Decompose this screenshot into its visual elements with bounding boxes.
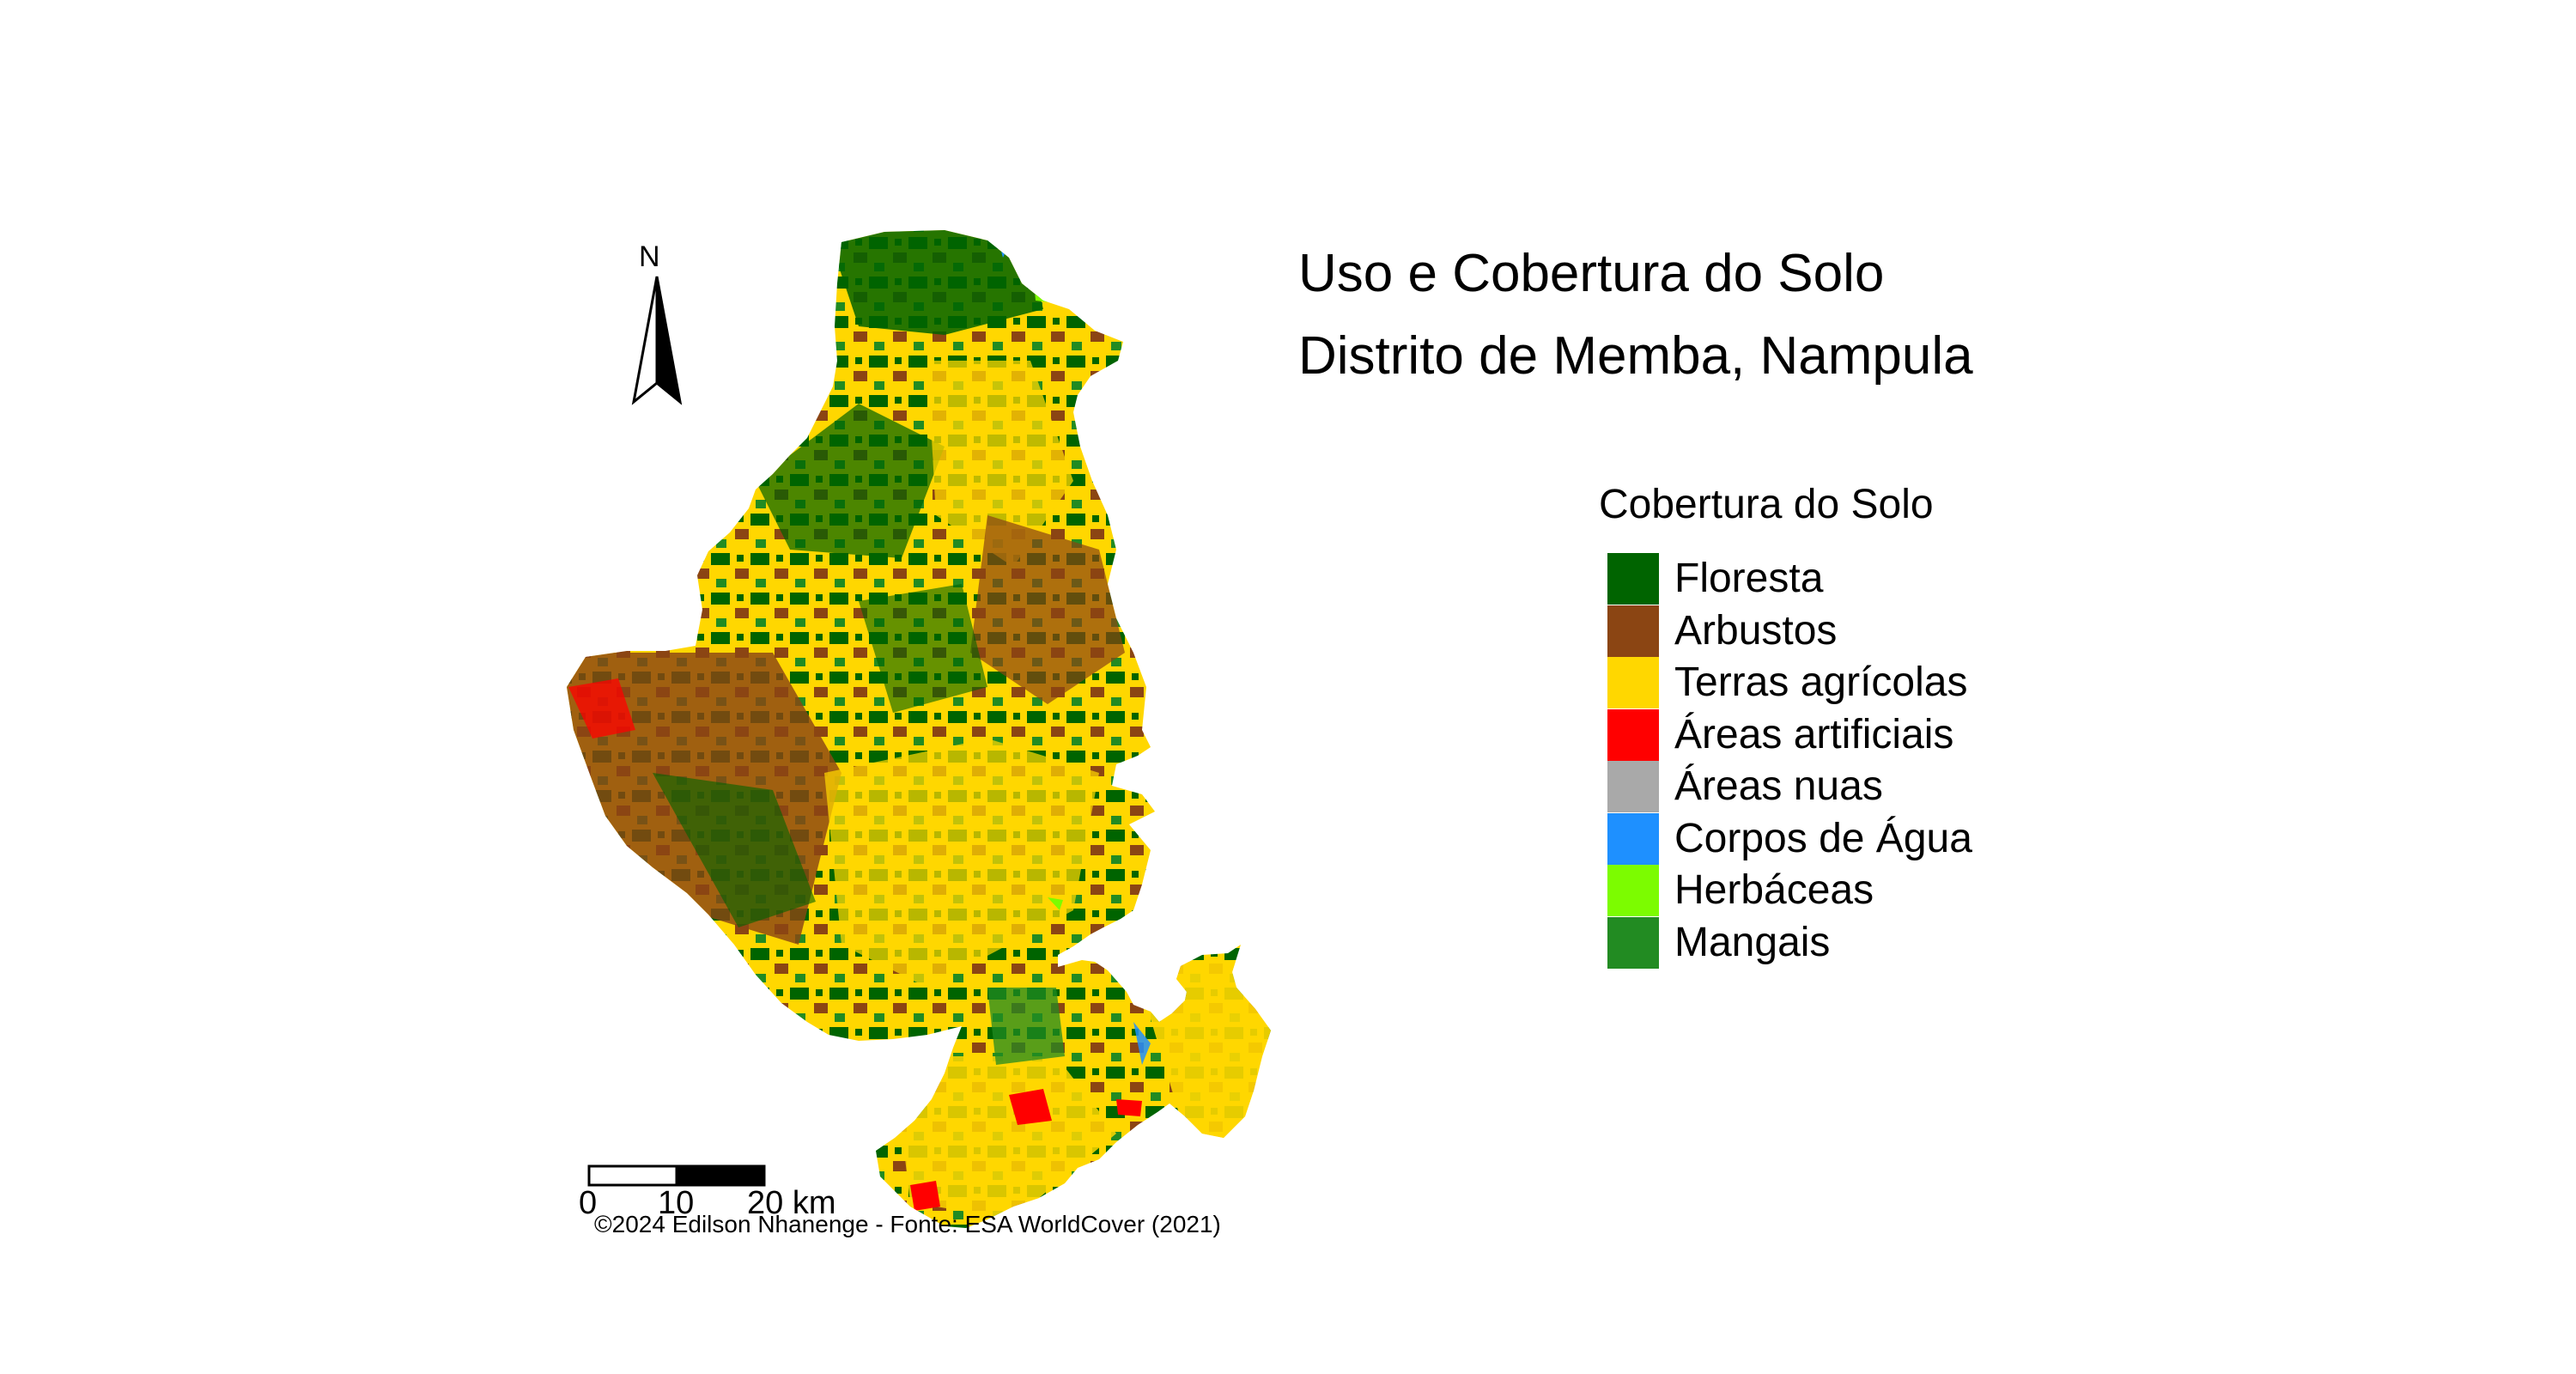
scale-label-10: 10: [658, 1185, 695, 1221]
scale-label-0: 0: [579, 1185, 598, 1221]
legend-label: Mangais: [1674, 919, 1831, 965]
legend-label: Corpos de Água: [1674, 815, 1972, 861]
legend-item: Floresta: [1599, 553, 1972, 605]
legend-swatch-areas-artificiais: [1607, 708, 1659, 761]
scale-bar: [587, 1164, 766, 1187]
legend-label: Áreas artificiais: [1674, 711, 1954, 757]
legend-swatch-corpos-de-agua: [1607, 812, 1659, 865]
credit-text: ©2024 Edilson Nhanenge - Fonte: ESA Worl…: [594, 1211, 1221, 1237]
legend-title: Cobertura do Solo: [1599, 482, 1934, 527]
legend-label: Arbustos: [1674, 607, 1838, 654]
legend-label: Áreas nuas: [1674, 763, 1883, 810]
north-arrow-label: N: [639, 240, 660, 273]
legend-item: Terras agrícolas: [1599, 657, 1972, 709]
legend-item: Áreas nuas: [1599, 761, 1972, 813]
legend-label: Terras agrícolas: [1674, 660, 1968, 706]
scale-label-20km: 20 km: [747, 1185, 836, 1221]
legend-swatch-floresta: [1607, 553, 1659, 605]
legend-swatch-herbaceas: [1607, 865, 1659, 917]
legend-label: Herbáceas: [1674, 867, 1874, 914]
legend-swatch-terras-agricolas: [1607, 657, 1659, 709]
north-arrow: [631, 276, 683, 405]
legend-label: Floresta: [1674, 556, 1824, 602]
legend-item: Mangais: [1599, 916, 1972, 970]
legend-item: Corpos de Água: [1599, 812, 1972, 866]
legend: Cobertura do Solo Floresta Arbustos Terr…: [1599, 484, 1972, 969]
legend-swatch-areas-nuas: [1607, 761, 1659, 813]
legend-item: Arbustos: [1599, 605, 1972, 658]
legend-swatch-arbustos: [1607, 605, 1659, 657]
map-title: Uso e Cobertura do Solo: [1298, 244, 1885, 303]
legend-swatch-mangais: [1607, 916, 1659, 969]
legend-item: Herbáceas: [1599, 865, 1972, 917]
map-subtitle: Distrito de Memba, Nampula: [1298, 326, 1973, 386]
legend-item: Áreas artificiais: [1599, 708, 1972, 762]
